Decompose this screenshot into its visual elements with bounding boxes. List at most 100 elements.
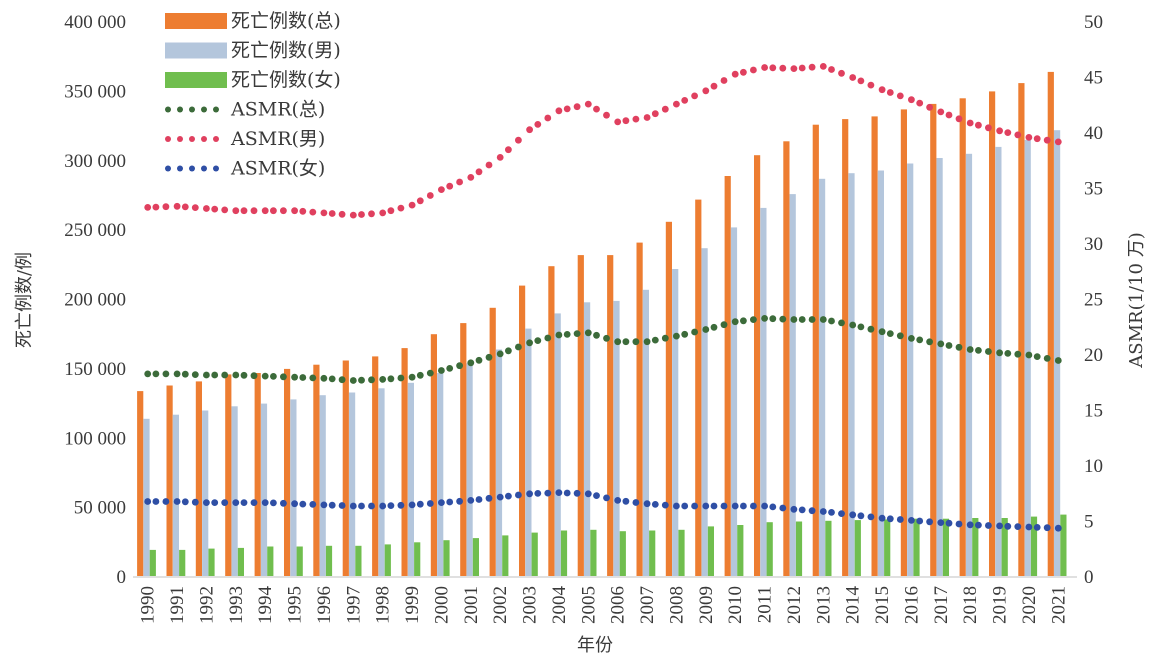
bar-female — [884, 519, 891, 576]
asmr-male-dot — [798, 64, 806, 72]
legend-item: 死亡例数(总) — [165, 10, 341, 32]
asmr-total-point — [144, 370, 152, 378]
asmr-total-dot — [955, 343, 963, 351]
bar-male — [231, 406, 238, 576]
bar-total — [636, 242, 643, 576]
asmr-male-dot — [250, 207, 258, 215]
asmr-female-point — [1054, 524, 1062, 532]
asmr-male-point — [291, 207, 298, 215]
x-tick-label: 2001 — [461, 586, 482, 624]
x-tick-label: 2006 — [608, 586, 629, 624]
asmr-male-dot — [573, 103, 581, 111]
bar-female — [678, 529, 685, 576]
bar-male — [760, 207, 767, 576]
asmr-total-dot — [485, 353, 493, 361]
asmr-female-dot — [162, 498, 170, 505]
bar-female — [531, 532, 538, 576]
bar-male — [730, 227, 738, 576]
bar-total — [225, 374, 232, 576]
asmr-female-dot — [426, 500, 434, 507]
asmr-male-point — [908, 96, 915, 104]
asmr-male-dot — [485, 161, 493, 169]
legend-marker — [165, 165, 171, 172]
asmr-female-point — [173, 498, 181, 505]
bar-male — [877, 170, 884, 576]
asmr-female-point — [291, 500, 298, 508]
asmr-male-point — [144, 204, 152, 211]
x-tick-label: 2019 — [990, 586, 1011, 624]
asmr-female-point — [438, 499, 445, 506]
asmr-total-point — [467, 359, 475, 367]
asmr-female-point — [614, 497, 622, 504]
asmr-male-dot — [221, 206, 229, 214]
asmr-male-dot — [622, 117, 630, 125]
y2-tick-label: 20 — [1084, 345, 1103, 366]
asmr-male-dot — [769, 64, 777, 72]
asmr-female-point — [937, 519, 945, 526]
asmr-female-line — [144, 489, 1062, 532]
asmr-total-point — [173, 370, 181, 378]
y2-tick-label: 35 — [1084, 179, 1103, 200]
y-tick-label: 150 000 — [64, 359, 126, 380]
legend-marker — [213, 106, 219, 113]
asmr-total-dot — [456, 362, 463, 370]
asmr-female-point — [203, 499, 210, 506]
asmr-female-point — [320, 501, 328, 509]
bar-total — [842, 119, 849, 576]
asmr-female-dot — [769, 503, 777, 511]
asmr-male-dot — [456, 178, 463, 186]
legend-label: ASMR(男) — [230, 128, 325, 150]
y2-tick-label: 25 — [1084, 290, 1103, 311]
asmr-total-dot — [945, 342, 953, 349]
asmr-male-dot — [896, 92, 904, 100]
asmr-female-point — [673, 502, 680, 510]
asmr-male-dot — [1033, 135, 1041, 143]
asmr-male-dot — [181, 203, 189, 211]
asmr-total-point — [702, 326, 710, 333]
asmr-total-dot — [240, 371, 248, 379]
y-tick-label: 300 000 — [64, 151, 126, 172]
asmr-female-dot — [945, 519, 953, 527]
y2-tick-label: 40 — [1084, 123, 1103, 144]
bar-male — [1054, 130, 1061, 576]
bar-male — [407, 382, 414, 577]
asmr-female-dot — [387, 502, 395, 509]
asmr-female-dot — [798, 506, 806, 514]
asmr-male-dot — [270, 207, 277, 215]
asmr-male-point — [261, 207, 269, 215]
bar-female — [149, 549, 156, 576]
bar-male — [965, 153, 973, 577]
legend-item: ASMR(女) — [165, 158, 325, 180]
asmr-male-dot — [152, 203, 160, 211]
asmr-male-dot — [280, 207, 287, 215]
x-tick-label: 2012 — [784, 586, 805, 624]
asmr-female-point — [996, 522, 1003, 530]
bar-female — [384, 544, 391, 576]
asmr-total-point — [819, 316, 827, 323]
x-tick-label: 1991 — [167, 586, 188, 624]
asmr-total-point — [614, 338, 622, 346]
x-tick-label: 1996 — [314, 586, 335, 624]
asmr-male-dot — [916, 99, 924, 107]
asmr-female-dot — [456, 497, 463, 505]
asmr-total-dot — [397, 374, 405, 382]
asmr-male-dot — [945, 111, 953, 119]
asmr-male-point — [702, 87, 710, 95]
bar-total — [754, 155, 761, 576]
asmr-total-dot — [593, 331, 600, 339]
asmr-female-point — [702, 502, 710, 510]
y2-tick-label: 0 — [1084, 567, 1094, 588]
asmr-male-point — [438, 186, 445, 194]
asmr-total-dot — [975, 347, 982, 354]
bar-female — [854, 520, 861, 576]
asmr-male-point — [349, 211, 357, 219]
asmr-total-dot — [750, 316, 757, 323]
bar-male — [642, 289, 649, 576]
x-tick-label: 2003 — [520, 586, 541, 624]
asmr-total-dot — [867, 325, 875, 333]
bar-male — [172, 414, 179, 576]
legend-marker — [201, 136, 207, 142]
asmr-total-dot — [221, 371, 229, 379]
asmr-total-dot — [661, 334, 669, 342]
asmr-total-dot — [387, 375, 395, 383]
